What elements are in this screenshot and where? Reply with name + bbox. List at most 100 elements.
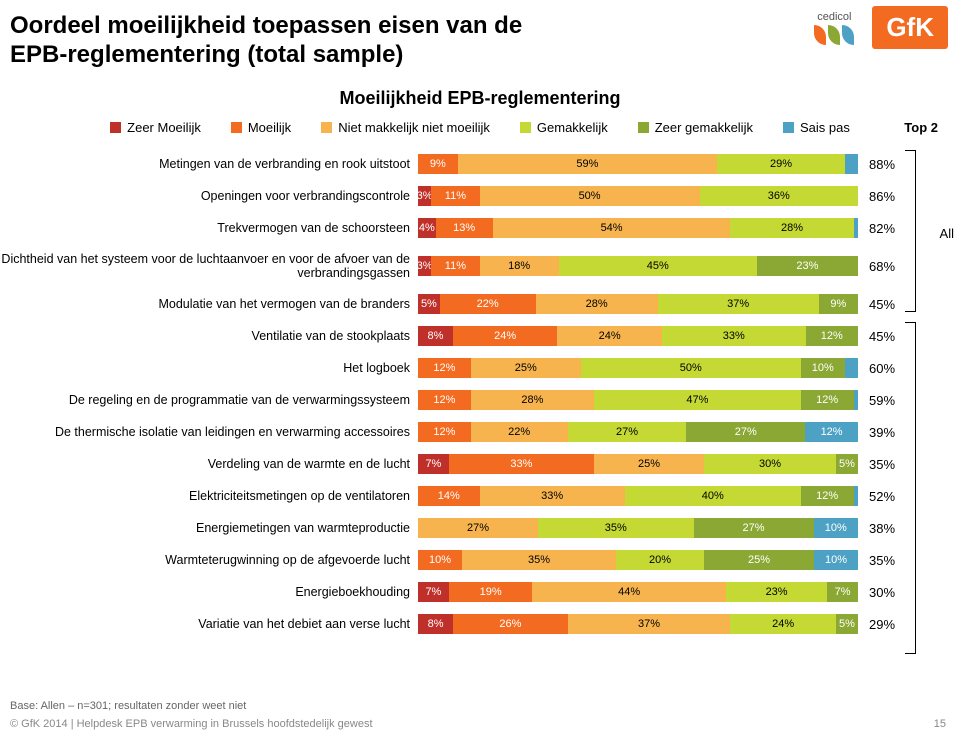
segment-value: 12% [433,362,455,374]
top2-value: 60% [858,361,906,376]
bar-segment: 25% [471,358,581,378]
segment-value: 12% [816,394,838,406]
legend-item: Gemakkelijk [520,120,608,135]
bar-segment: 37% [658,294,819,314]
segment-value: 37% [727,298,749,310]
bar-segment: 33% [662,326,806,346]
segment-value: 9% [830,298,846,310]
chart-row: Energiemetingen van warmteproductie27%35… [0,512,960,544]
bar-segment: 19% [449,582,533,602]
segment-value: 22% [477,298,499,310]
bar-segment: 50% [581,358,801,378]
bar-segment: 25% [704,550,814,570]
segment-value: 8% [428,618,444,630]
bar-segment: 9% [819,294,858,314]
segment-value: 23% [796,260,818,272]
row-label: Energiemetingen van warmteproductie [0,521,418,535]
segment-value: 27% [616,426,638,438]
bar-segment: 35% [462,550,616,570]
segment-value: 19% [480,586,502,598]
segment-value: 11% [445,260,466,272]
chart-row: Verdeling van de warmte en de lucht7%33%… [0,448,960,480]
bar-segment: 7% [418,582,449,602]
segment-value: 28% [781,222,803,234]
bar-segment: 33% [449,454,594,474]
segment-value: 44% [618,586,640,598]
segment-value: 25% [515,362,537,374]
segment-value: 47% [686,394,708,406]
footer-base: Base: Allen – n=301; resultaten zonder w… [10,700,246,712]
segment-value: 25% [638,458,660,470]
page-title: Oordeel moeilijkheid toepassen eisen van… [10,12,522,70]
row-label: Openingen voor verbrandingscontrole [0,189,418,203]
bar-segment: 27% [568,422,687,442]
title-line1: Oordeel moeilijkheid toepassen eisen van… [10,12,522,39]
bar-segment: 3% [418,256,431,276]
stacked-bar: 5% 22% 28% 37% 9% [418,294,858,314]
bar-segment: 8% [418,326,453,346]
bar-segment: 7% [827,582,858,602]
top2-value: 88% [858,157,906,172]
top2-value: 52% [858,489,906,504]
stacked-bar: 10%35%20%25%10% [418,550,858,570]
chart-row: Het logboek12%25%50%10%60% [0,352,960,384]
segment-value: 50% [579,190,601,202]
bar-segment: 54% [493,218,731,238]
top2-value: 39% [858,425,906,440]
bar-segment: 10% [814,550,858,570]
segment-value: 20% [649,554,671,566]
row-label: Het logboek [0,361,418,375]
top2-value: 86% [858,189,906,204]
bar-segment: 13% [436,218,493,238]
segment-value: 33% [510,458,532,470]
top2-value: 68% [858,259,906,274]
row-label: Elektriciteitsmetingen op de ventilatore… [0,489,418,503]
legend-item: Moeilijk [231,120,291,135]
bar-segment: 36% [700,186,858,206]
legend-swatch [520,122,531,133]
bar-segment: 33% [480,486,625,506]
bar-segment: 25% [594,454,704,474]
bar-segment: 12% [801,486,854,506]
row-label: Metingen van de verbranding en rook uits… [0,157,418,171]
chart-subtitle: Moeilijkheid EPB-reglementering [0,88,960,109]
bar-segment: 5% [836,614,858,634]
stacked-bar: 7%19%44%23%7% [418,582,858,602]
row-label: Verdeling van de warmte en de lucht [0,457,418,471]
bar-segment: 5% [418,294,440,314]
row-label: Warmteterugwinning op de afgevoerde luch… [0,553,418,567]
chart-row: De thermische isolatie van leidingen en … [0,416,960,448]
chart-row: Elektriciteitsmetingen op de ventilatore… [0,480,960,512]
cedicol-text: cedicol [817,11,851,23]
segment-value: 10% [825,554,847,566]
bar-segment: 3% [418,186,431,206]
top2-value: 38% [858,521,906,536]
gfk-logo: GfK [872,6,948,49]
bar-segment: 24% [557,326,662,346]
bar-segment: 22% [471,422,568,442]
legend-swatch [110,122,121,133]
segment-value: 45% [647,260,669,272]
bar-segment: 8% [418,614,453,634]
leaf-icon [842,25,854,45]
segment-value: 12% [821,330,843,342]
segment-value: 29% [770,158,792,170]
stacked-bar: 8%24%24%33%12% [418,326,858,346]
segment-value: 5% [839,618,855,630]
footer-copyright: © GfK 2014 | Helpdesk EPB verwarming in … [10,718,373,730]
row-label: De regeling en de programmatie van de ve… [0,393,418,407]
segment-value: 40% [702,490,724,502]
legend-label: Zeer Moeilijk [127,120,201,135]
segment-value: 59% [576,158,598,170]
top2-value: 35% [858,553,906,568]
row-label: Dichtheid van het systeem voor de luchta… [0,252,418,281]
bar-segment: 12% [805,422,858,442]
bar-segment: 28% [536,294,658,314]
segment-value: 33% [541,490,563,502]
legend-swatch [321,122,332,133]
legend-label: Moeilijk [248,120,291,135]
segment-value: 7% [425,586,441,598]
row-label: Energieboekhouding [0,585,418,599]
top2-value: 30% [858,585,906,600]
stacked-bar: 4%13%54%28% [418,218,858,238]
